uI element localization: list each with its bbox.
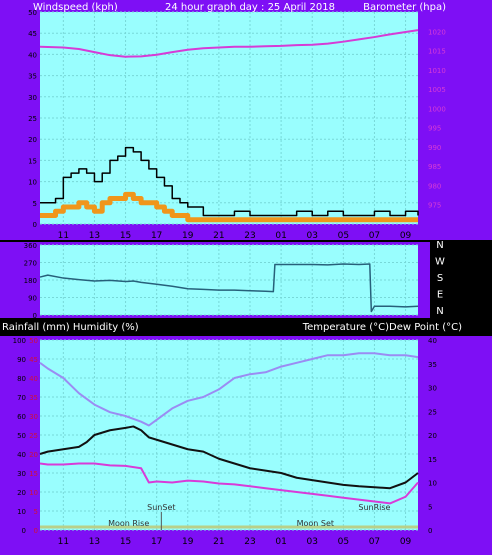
y-tick-label: 1015 [428,48,446,56]
x-tick-label: 19 [182,231,194,241]
y-tick-label: 975 [428,202,441,210]
annotation-label: Moon Set [297,519,334,528]
y-tick-label: 5 [428,503,432,511]
y-tick-label: 990 [428,144,441,152]
y-tick-label: 30 [28,94,37,102]
compass-label: S [437,273,443,284]
y-tick-label: 180 [24,277,37,285]
y-tick-label: 15 [428,456,437,464]
x-tick-label: 09 [400,231,412,241]
y-tick-label: 995 [428,125,441,133]
y-tick-label: 20 [28,136,37,144]
y-tick-label: 25 [28,115,37,123]
x-tick-label: 15 [120,537,131,547]
y-tick-label: 20 [29,451,38,459]
y-tick-label: 0 [33,221,37,229]
y-tick-label: 40 [29,375,38,383]
y-tick-label: 10 [29,489,38,497]
y-tick-label: 15 [28,157,37,165]
y-tick-label: 270 [24,260,37,268]
x-tick-label: 01 [275,537,286,547]
y-tick-label: 50 [29,337,38,345]
y-tick-label: 80 [17,375,26,383]
x-tick-label: 13 [89,231,100,241]
y-tick-label: 25 [428,408,437,416]
y-tick-label: 25 [29,432,38,440]
y-tick-label: 1010 [428,67,446,75]
x-tick-label: 05 [338,231,349,241]
y-tick-label: 1000 [428,105,446,113]
y-tick-label: 0 [22,527,26,535]
x-tick-label: 17 [151,231,162,241]
y-tick-label: 5 [33,200,37,208]
y-tick-label: 30 [428,385,437,393]
y-tick-label: 20 [17,489,26,497]
y-tick-label: 40 [28,51,37,59]
y-tick-label: 980 [428,182,441,190]
x-tick-label: 03 [306,231,317,241]
y-tick-label: 40 [17,451,26,459]
windspeed-axis-title: Windspeed (kph) [33,2,118,13]
y-tick-label: 45 [28,30,37,38]
y-tick-label: 0 [428,527,432,535]
x-tick-label: 17 [151,537,162,547]
y-tick-label: 35 [428,361,437,369]
x-tick-label: 15 [120,231,131,241]
x-tick-label: 03 [306,537,317,547]
compass-label: N [436,306,443,317]
y-tick-label: 45 [29,356,38,364]
compass-label: N [436,240,443,251]
barometer-axis-title: Barometer (hpa) [363,2,446,13]
x-tick-label: 05 [338,537,349,547]
y-tick-label: 35 [29,394,38,402]
y-tick-label: 985 [428,163,441,171]
y-tick-label: 0 [33,312,37,320]
annotation-label: SunRise [358,503,390,512]
y-tick-label: 5 [34,508,38,516]
y-tick-label: 30 [29,413,38,421]
y-tick-label: 20 [428,432,437,440]
rain-humidity-axis-title: Rainfall (mm) Humidity (%) [2,322,139,333]
y-tick-label: 10 [17,508,26,516]
temp-dewpoint-axis-title: Temperature (°C)Dew Point (°C) [302,322,462,333]
y-tick-label: 70 [17,394,26,402]
graph-title: 24 hour graph day : 25 April 2018 [165,2,335,13]
y-tick-label: 35 [28,73,37,81]
x-tick-label: 01 [275,231,286,241]
y-tick-label: 100 [13,337,26,345]
y-tick-label: 10 [428,480,437,488]
y-tick-label: 60 [17,413,26,421]
y-tick-label: 30 [17,470,26,478]
x-tick-label: 23 [244,231,255,241]
x-tick-label: 09 [400,537,412,547]
x-tick-label: 11 [58,231,69,241]
y-tick-label: 1020 [428,28,446,36]
annotation-label: SunSet [147,503,175,512]
y-tick-label: 1005 [428,86,446,94]
y-tick-label: 15 [29,470,38,478]
compass-label: E [437,290,443,301]
compass-label: W [435,257,445,268]
y-tick-label: 360 [24,242,37,250]
x-tick-label: 21 [213,231,224,241]
x-tick-label: 13 [89,537,100,547]
y-tick-label: 40 [428,337,437,345]
x-tick-label: 07 [369,231,380,241]
x-tick-label: 23 [244,537,255,547]
y-tick-label: 90 [28,295,37,303]
x-tick-label: 07 [369,537,380,547]
y-tick-label: 50 [17,432,26,440]
y-tick-label: 0 [34,527,38,535]
x-tick-label: 19 [182,537,194,547]
x-tick-label: 11 [58,537,69,547]
y-tick-label: 10 [28,179,37,187]
y-tick-label: 90 [17,356,26,364]
annotation-label: Moon Rise [108,519,149,528]
x-tick-label: 21 [213,537,224,547]
